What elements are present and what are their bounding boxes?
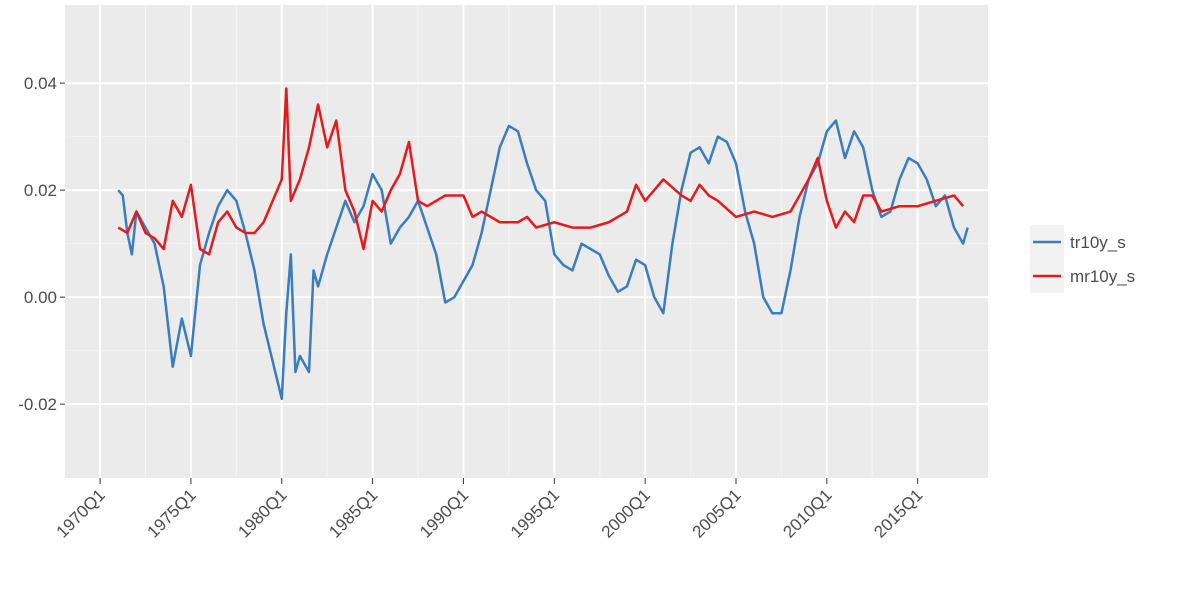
plot-panel (65, 5, 988, 478)
legend-label: mr10y_s (1070, 267, 1135, 286)
x-tick-label: 1980Q1 (234, 485, 290, 541)
x-tick-label: 1975Q1 (144, 485, 200, 541)
x-tick-label: 1970Q1 (53, 485, 109, 541)
x-tick-label: 2005Q1 (689, 485, 745, 541)
y-tick-label: -0.02 (18, 395, 57, 414)
x-tick-label: 1985Q1 (325, 485, 381, 541)
x-tick-label: 2000Q1 (598, 485, 654, 541)
series-line (117, 87, 965, 256)
legend-label: tr10y_s (1070, 233, 1126, 252)
x-tick-label: 2010Q1 (779, 485, 835, 541)
x-tick-label: 2015Q1 (870, 485, 926, 541)
series-line (117, 119, 969, 401)
x-tick-label: 1990Q1 (416, 485, 472, 541)
y-tick-label: 0.04 (24, 74, 57, 93)
y-tick-label: 0.02 (24, 181, 57, 200)
x-tick-label: 1995Q1 (507, 485, 563, 541)
y-tick-label: 0.00 (24, 288, 57, 307)
